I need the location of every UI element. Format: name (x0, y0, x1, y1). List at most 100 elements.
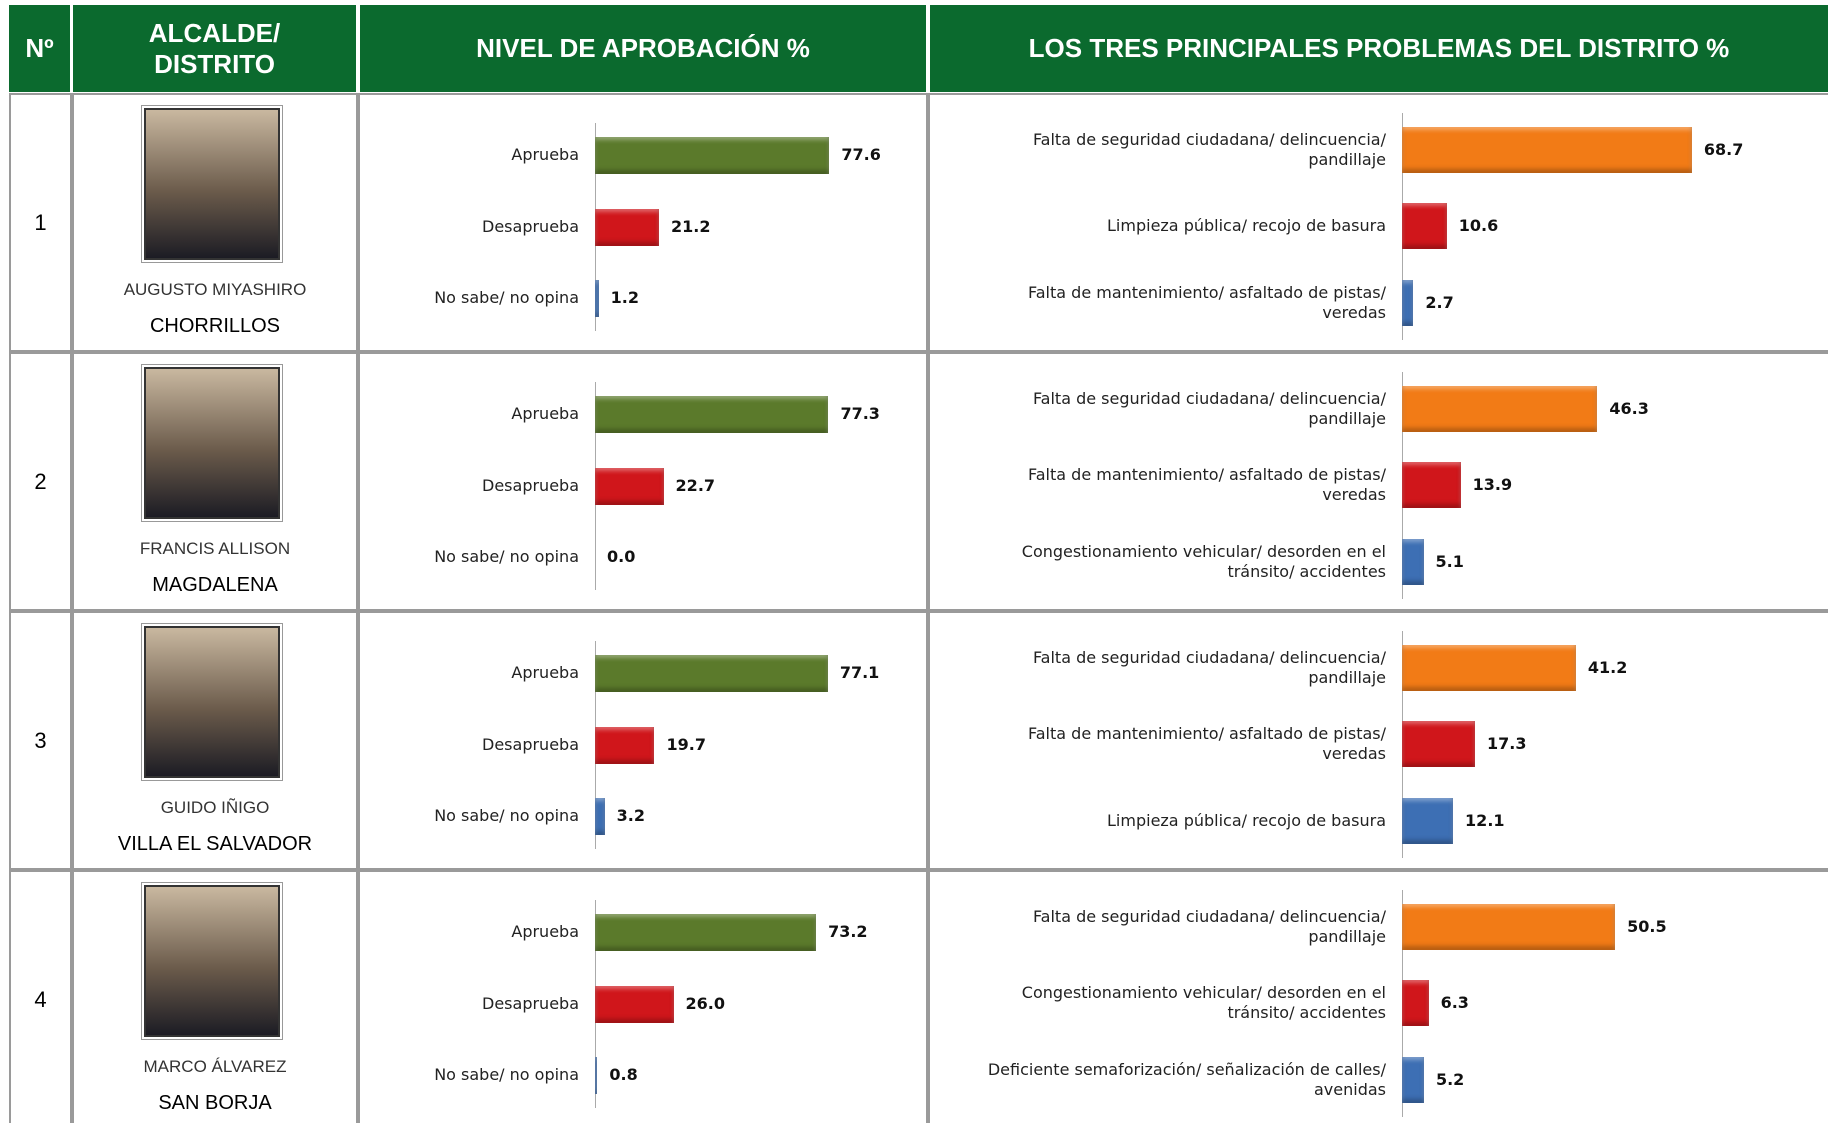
category-label: Falta de seguridad ciudadana/ delincuenc… (986, 389, 1386, 429)
value-label: 2.7 (1425, 293, 1453, 313)
bar (595, 280, 599, 317)
value-label: 12.1 (1465, 811, 1504, 831)
value-label: 26.0 (686, 994, 725, 1014)
category-label: Aprueba (359, 912, 579, 952)
mayor-photo (144, 626, 280, 778)
mayor-name: FRANCIS ALLISON (74, 539, 356, 559)
category-label: Limpieza pública/ recojo de basura (986, 206, 1386, 246)
bar (1402, 980, 1429, 1026)
category-label: Falta de seguridad ciudadana/ delincuenc… (986, 130, 1386, 170)
value-label: 68.7 (1704, 140, 1743, 160)
mayor-cell: MARCO ÁLVAREZ SAN BORJA (72, 870, 358, 1123)
category-label: Congestionamiento vehicular/ desorden en… (986, 983, 1386, 1023)
bar (1402, 462, 1461, 508)
problems-cell: Falta de seguridad ciudadana/ delincuenc… (928, 352, 1828, 611)
district-name: CHORRILLOS (74, 315, 356, 338)
value-label: 46.3 (1609, 399, 1648, 419)
value-label: 50.5 (1627, 917, 1666, 937)
header-approval: NIVEL DE APROBACIÓN % (360, 5, 926, 92)
problems-cell: Falta de seguridad ciudadana/ delincuenc… (928, 93, 1828, 352)
approval-cell: Aprueba 73.2 Desaprueba 26.0 No sabe/ no opi… (358, 870, 928, 1123)
value-label: 21.2 (671, 217, 710, 237)
value-label: 5.2 (1436, 1070, 1464, 1090)
bar (1402, 539, 1424, 585)
bar (595, 798, 605, 835)
mayor-name: GUIDO IÑIGO (74, 798, 356, 818)
bar (595, 396, 828, 433)
category-label: Falta de mantenimiento/ asfaltado de pis… (986, 283, 1386, 323)
mayor-cell: GUIDO IÑIGO VILLA EL SALVADOR (72, 611, 358, 870)
bar (1402, 127, 1692, 173)
value-label: 0.0 (607, 547, 635, 567)
row-number: 4 (9, 870, 72, 1123)
row-number: 2 (9, 352, 72, 611)
category-label: Desaprueba (359, 207, 579, 247)
approval-cell: Aprueba 77.6 Desaprueba 21.2 No sabe/ no opi… (358, 93, 928, 352)
bar (1402, 1057, 1424, 1103)
value-label: 13.9 (1473, 475, 1512, 495)
bar (595, 137, 829, 174)
problems-cell: Falta de seguridad ciudadana/ delincuenc… (928, 870, 1828, 1123)
header-number: Nº (9, 5, 70, 92)
category-label: Falta de mantenimiento/ asfaltado de pis… (986, 724, 1386, 764)
bar (1402, 645, 1576, 691)
category-label: Congestionamiento vehicular/ desorden en… (986, 542, 1386, 582)
category-label: No sabe/ no opina (359, 278, 579, 318)
category-label: Aprueba (359, 653, 579, 693)
category-label: Falta de seguridad ciudadana/ delincuenc… (986, 648, 1386, 688)
district-name: MAGDALENA (74, 574, 356, 597)
bar (1402, 904, 1615, 950)
mayor-photo (144, 108, 280, 260)
value-label: 6.3 (1441, 993, 1469, 1013)
category-label: Limpieza pública/ recojo de basura (986, 801, 1386, 841)
bar (595, 209, 659, 246)
value-label: 1.2 (611, 288, 639, 308)
category-label: Desaprueba (359, 466, 579, 506)
category-label: Desaprueba (359, 725, 579, 765)
category-label: Deficiente semaforización/ señalización … (986, 1060, 1386, 1100)
category-label: Falta de mantenimiento/ asfaltado de pis… (986, 465, 1386, 505)
row-number: 1 (9, 93, 72, 352)
mayor-cell: FRANCIS ALLISON MAGDALENA (72, 352, 358, 611)
bar (1402, 798, 1453, 844)
value-label: 3.2 (617, 806, 645, 826)
value-label: 77.1 (840, 663, 879, 683)
category-label: No sabe/ no opina (359, 1055, 579, 1095)
mayor-name: MARCO ÁLVAREZ (74, 1057, 356, 1077)
category-label: Aprueba (359, 394, 579, 434)
bar (595, 655, 828, 692)
district-name: VILLA EL SALVADOR (74, 833, 356, 856)
bar (595, 727, 654, 764)
problems-cell: Falta de seguridad ciudadana/ delincuenc… (928, 611, 1828, 870)
value-label: 77.6 (841, 145, 880, 165)
value-label: 73.2 (828, 922, 867, 942)
category-label: No sabe/ no opina (359, 537, 579, 577)
bar (1402, 386, 1597, 432)
value-label: 22.7 (676, 476, 715, 496)
category-label: Desaprueba (359, 984, 579, 1024)
bar (595, 986, 674, 1023)
bar (1402, 280, 1413, 326)
header-problems: LOS TRES PRINCIPALES PROBLEMAS DEL DISTR… (930, 5, 1828, 92)
category-label: Aprueba (359, 135, 579, 175)
value-label: 17.3 (1487, 734, 1526, 754)
mayor-name: AUGUSTO MIYASHIRO (74, 280, 356, 300)
value-label: 19.7 (666, 735, 705, 755)
mayor-photo (144, 367, 280, 519)
row-number: 3 (9, 611, 72, 870)
page: Nº ALCALDE/ DISTRITO NIVEL DE APROBACIÓN… (0, 0, 1828, 1123)
category-label: No sabe/ no opina (359, 796, 579, 836)
approval-cell: Aprueba 77.1 Desaprueba 19.7 No sabe/ no opi… (358, 611, 928, 870)
bar (1402, 721, 1475, 767)
mayor-photo (144, 885, 280, 1037)
header-mayor: ALCALDE/ DISTRITO (73, 5, 356, 92)
bar (595, 1057, 597, 1094)
bar (595, 914, 816, 951)
value-label: 0.8 (609, 1065, 637, 1085)
bar (595, 468, 664, 505)
district-name: SAN BORJA (74, 1092, 356, 1115)
value-label: 5.1 (1436, 552, 1464, 572)
mayor-cell: AUGUSTO MIYASHIRO CHORRILLOS (72, 93, 358, 352)
bar (1402, 203, 1447, 249)
